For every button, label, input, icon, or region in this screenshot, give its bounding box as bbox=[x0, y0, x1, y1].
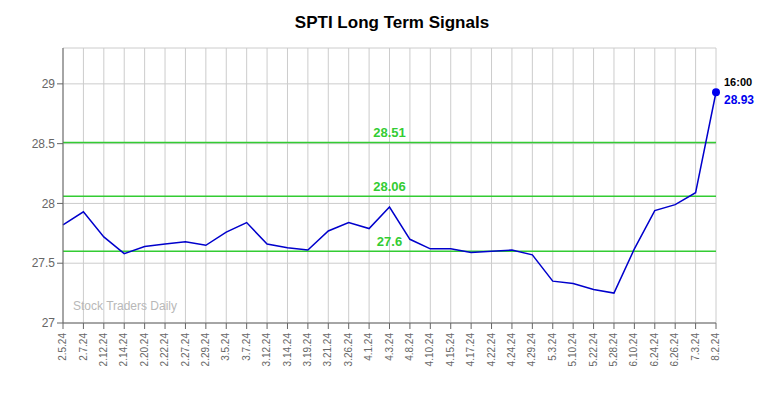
svg-text:5.28.24: 5.28.24 bbox=[608, 333, 619, 367]
svg-text:4.3.24: 4.3.24 bbox=[384, 333, 395, 361]
svg-text:4.8.24: 4.8.24 bbox=[404, 333, 415, 361]
svg-text:5.22.24: 5.22.24 bbox=[588, 333, 599, 367]
html-text:SPTI Long Term Signals: SPTI Long Term Signals bbox=[294, 13, 490, 32]
svg-text:27: 27 bbox=[42, 316, 56, 330]
svg-text:27.5: 27.5 bbox=[32, 256, 56, 270]
svg-text:4.17.24: 4.17.24 bbox=[465, 333, 476, 367]
svg-text:5.3.24: 5.3.24 bbox=[547, 333, 558, 361]
svg-text:28.93: 28.93 bbox=[724, 93, 754, 107]
svg-text:4.1.24: 4.1.24 bbox=[363, 333, 374, 361]
svg-text:28.06: 28.06 bbox=[373, 179, 406, 194]
svg-text:28.5: 28.5 bbox=[32, 137, 56, 151]
svg-text:3.5.24: 3.5.24 bbox=[220, 333, 231, 361]
svg-text:4.15.24: 4.15.24 bbox=[445, 333, 456, 367]
svg-text:6.24.24: 6.24.24 bbox=[649, 333, 660, 367]
svg-text:6.26.24: 6.26.24 bbox=[669, 333, 680, 367]
svg-text:16:00: 16:00 bbox=[724, 76, 752, 88]
svg-text:2.7.24: 2.7.24 bbox=[78, 333, 89, 361]
svg-text:27.6: 27.6 bbox=[377, 234, 402, 249]
svg-text:2.5.24: 2.5.24 bbox=[57, 333, 68, 361]
svg-text:3.12.24: 3.12.24 bbox=[261, 333, 272, 367]
svg-text:7.3.24: 7.3.24 bbox=[690, 333, 701, 361]
svg-text:2.12.24: 2.12.24 bbox=[98, 333, 109, 367]
svg-text:4.10.24: 4.10.24 bbox=[424, 333, 435, 367]
svg-text:3.19.24: 3.19.24 bbox=[302, 333, 313, 367]
svg-text:2.22.24: 2.22.24 bbox=[159, 333, 170, 367]
html-text:Stock Traders Daily: Stock Traders Daily bbox=[73, 299, 177, 313]
svg-text:8.2.24: 8.2.24 bbox=[710, 333, 721, 361]
svg-text:3.21.24: 3.21.24 bbox=[322, 333, 333, 367]
svg-text:3.7.24: 3.7.24 bbox=[241, 333, 252, 361]
svg-text:6.10.24: 6.10.24 bbox=[628, 333, 639, 367]
svg-text:2.20.24: 2.20.24 bbox=[139, 333, 150, 367]
svg-text:28: 28 bbox=[42, 197, 56, 211]
svg-text:4.24.24: 4.24.24 bbox=[506, 333, 517, 367]
svg-text:29: 29 bbox=[42, 77, 56, 91]
svg-text:2.27.24: 2.27.24 bbox=[180, 333, 191, 367]
svg-text:4.22.24: 4.22.24 bbox=[486, 333, 497, 367]
svg-text:3.26.24: 3.26.24 bbox=[343, 333, 354, 367]
svg-text:28.51: 28.51 bbox=[373, 125, 406, 140]
svg-text:2.29.24: 2.29.24 bbox=[200, 333, 211, 367]
svg-text:4.29.24: 4.29.24 bbox=[526, 333, 537, 367]
svg-text:5.10.24: 5.10.24 bbox=[567, 333, 578, 367]
svg-text:3.14.24: 3.14.24 bbox=[282, 333, 293, 367]
svg-text:2.14.24: 2.14.24 bbox=[118, 333, 129, 367]
